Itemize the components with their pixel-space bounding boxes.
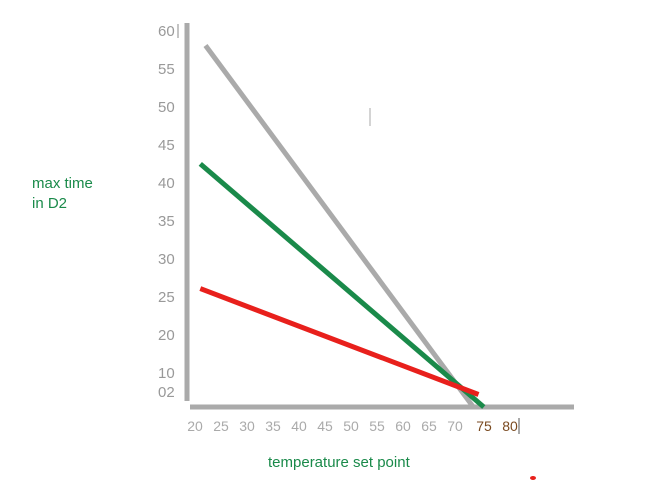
y-tick-label: 20: [158, 327, 175, 344]
x-tick-label: 45: [317, 418, 333, 434]
y-tick-labels: 60 55 50 45 40 35 30 25 20 10 02: [158, 23, 175, 401]
x-tick-label: 40: [291, 418, 307, 434]
y-tick-label: 30: [158, 251, 175, 268]
series-line-1: [203, 44, 476, 409]
series-lines: [198, 44, 486, 409]
axes: [184, 23, 574, 410]
x-tick-labels: 20 25 30 35 40 45 50 55 60 65 70 75 80: [187, 418, 518, 434]
stray-red-dot: [530, 476, 536, 480]
x-tick-label: 20: [187, 418, 203, 434]
y-tick-label: 55: [158, 61, 175, 78]
x-tick-label: 65: [421, 418, 437, 434]
y-axis-label-line-1: max time: [32, 175, 93, 192]
series-line-3: [199, 286, 480, 397]
x-tick-label: 75: [476, 418, 492, 434]
y-tick-label: 40: [158, 175, 175, 192]
x-tick-label: 70: [447, 418, 463, 434]
y-tick-label: 45: [158, 137, 175, 154]
y-tick-label: 02: [158, 384, 175, 401]
stray-marks: [177, 24, 536, 480]
x-tick-label: 30: [239, 418, 255, 434]
y-tick-label: 50: [158, 99, 175, 116]
y-tick-label: 10: [158, 365, 175, 382]
x-tick-label: 25: [213, 418, 229, 434]
x-tick-label: 50: [343, 418, 359, 434]
x-tick-label: 80: [502, 418, 518, 434]
x-tick-label: 60: [395, 418, 411, 434]
x-tick-label: 55: [369, 418, 385, 434]
y-tick-label: 25: [158, 289, 175, 306]
y-axis-label-line-2: in D2: [32, 195, 68, 212]
y-tick-label: 35: [158, 213, 175, 230]
y-tick-label: 60: [158, 23, 175, 40]
series-line-2: [198, 162, 486, 409]
x-axis-label: temperature set point: [268, 454, 410, 471]
x-tick-label: 35: [265, 418, 281, 434]
